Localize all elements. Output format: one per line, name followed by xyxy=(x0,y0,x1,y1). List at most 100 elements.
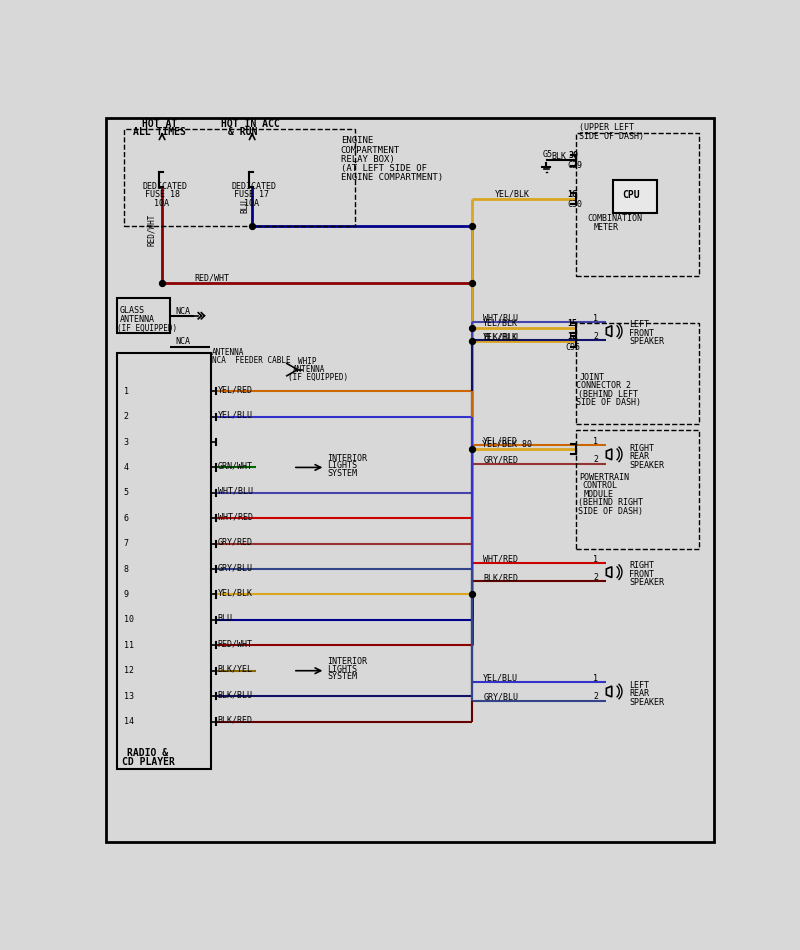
Text: WHT/BLU: WHT/BLU xyxy=(218,486,253,496)
Text: MODULE: MODULE xyxy=(584,490,614,499)
Text: 8: 8 xyxy=(123,564,129,574)
Bar xyxy=(575,323,698,424)
Text: DEDICATED: DEDICATED xyxy=(231,181,276,191)
Text: YEL/BLK: YEL/BLK xyxy=(218,588,253,598)
Text: BLK/BLU: BLK/BLU xyxy=(483,332,518,341)
Text: RIGHT: RIGHT xyxy=(630,561,654,571)
Text: 2: 2 xyxy=(594,455,598,465)
Text: SPEAKER: SPEAKER xyxy=(630,337,665,347)
Text: NCA  FEEDER CABLE: NCA FEEDER CABLE xyxy=(212,356,290,365)
Text: ENGINE: ENGINE xyxy=(341,137,373,145)
Text: 3: 3 xyxy=(123,438,129,446)
Text: FUSE 18: FUSE 18 xyxy=(145,190,180,199)
Text: BLK: BLK xyxy=(551,152,566,161)
Text: 11: 11 xyxy=(123,641,134,650)
Text: REAR: REAR xyxy=(630,452,650,461)
Text: 6: 6 xyxy=(123,514,129,522)
Text: YEL/RED: YEL/RED xyxy=(218,385,253,394)
Text: REAR: REAR xyxy=(630,690,650,698)
Text: CPU: CPU xyxy=(622,190,640,199)
Text: 2: 2 xyxy=(594,332,598,341)
Text: 5: 5 xyxy=(123,488,129,498)
Text: 2: 2 xyxy=(594,573,598,582)
Text: SYSTEM: SYSTEM xyxy=(328,469,358,478)
Text: 12: 12 xyxy=(123,666,134,675)
Text: INTERIOR: INTERIOR xyxy=(328,454,368,463)
Text: RIGHT: RIGHT xyxy=(630,444,654,453)
Text: 4: 4 xyxy=(123,463,129,472)
Text: POWERTRAIN: POWERTRAIN xyxy=(579,473,630,482)
Text: 13: 13 xyxy=(123,692,134,700)
Text: SPEAKER: SPEAKER xyxy=(630,698,665,707)
Text: COMBINATION: COMBINATION xyxy=(587,214,642,223)
Text: RELAY BOX): RELAY BOX) xyxy=(341,155,394,164)
Text: WHIP: WHIP xyxy=(298,357,317,367)
Text: CONTROL: CONTROL xyxy=(582,482,618,490)
Point xyxy=(466,320,478,335)
Text: YEL/BLU: YEL/BLU xyxy=(218,410,253,420)
Bar xyxy=(123,129,354,226)
Text: FRONT: FRONT xyxy=(630,329,654,338)
Text: GRY/RED: GRY/RED xyxy=(483,455,518,465)
Text: 12: 12 xyxy=(567,332,577,341)
Text: 10: 10 xyxy=(123,616,134,624)
Point xyxy=(156,276,169,291)
Text: YEL/BLK: YEL/BLK xyxy=(482,319,518,328)
Text: 2: 2 xyxy=(123,412,129,421)
Text: GRN/WHT: GRN/WHT xyxy=(218,462,253,470)
Text: LIGHTS: LIGHTS xyxy=(328,462,358,470)
Text: 7: 7 xyxy=(123,540,129,548)
Text: COMPARTMENT: COMPARTMENT xyxy=(341,145,400,155)
Point xyxy=(466,276,478,291)
Text: ALL TIMES: ALL TIMES xyxy=(133,127,186,138)
Text: CONNECTOR 2: CONNECTOR 2 xyxy=(576,381,631,390)
Text: LEFT: LEFT xyxy=(630,681,650,690)
Text: ANTENNA: ANTENNA xyxy=(120,315,154,324)
Text: C95: C95 xyxy=(566,343,581,352)
Bar xyxy=(118,298,170,333)
Text: C30: C30 xyxy=(567,200,582,209)
Text: YEL/BLU: YEL/BLU xyxy=(483,674,518,683)
Text: & RUN: & RUN xyxy=(227,127,257,138)
Text: NCA: NCA xyxy=(175,307,190,315)
Point xyxy=(466,333,478,349)
Text: RED/WHT: RED/WHT xyxy=(194,274,230,282)
Text: RADIO &: RADIO & xyxy=(126,748,168,758)
Text: SPEAKER: SPEAKER xyxy=(630,579,665,587)
Text: (IF EQUIPPED): (IF EQUIPPED) xyxy=(288,372,349,382)
Text: 10A: 10A xyxy=(154,199,170,208)
Text: RED/WHT: RED/WHT xyxy=(146,214,156,246)
Text: GLASS: GLASS xyxy=(120,306,145,314)
Text: DEDICATED: DEDICATED xyxy=(142,181,187,191)
Text: (AT LEFT SIDE OF: (AT LEFT SIDE OF xyxy=(341,164,426,173)
Text: INTERIOR: INTERIOR xyxy=(328,657,368,666)
Text: (IF EQUIPPED): (IF EQUIPPED) xyxy=(118,324,178,333)
Text: 9: 9 xyxy=(123,590,129,599)
Text: GRY/BLU: GRY/BLU xyxy=(218,563,253,572)
Text: HOT IN ACC: HOT IN ACC xyxy=(222,119,280,129)
Text: 16: 16 xyxy=(567,190,577,199)
Text: GRY/RED: GRY/RED xyxy=(218,538,253,546)
Text: 1: 1 xyxy=(594,437,598,446)
Bar xyxy=(575,429,698,549)
Text: SIDE OF DASH): SIDE OF DASH) xyxy=(578,506,643,516)
Text: 15: 15 xyxy=(567,319,577,328)
Point xyxy=(466,218,478,234)
Text: WHT/RED: WHT/RED xyxy=(218,512,253,522)
Text: 30: 30 xyxy=(569,151,578,161)
Text: YEL/RED: YEL/RED xyxy=(483,437,518,446)
Text: BLU: BLU xyxy=(218,614,233,623)
Text: SYSTEM: SYSTEM xyxy=(328,673,358,681)
Text: 14: 14 xyxy=(123,717,134,726)
Text: JOINT: JOINT xyxy=(579,372,605,382)
Text: ANTENNA: ANTENNA xyxy=(212,349,245,357)
Text: WHT/RED: WHT/RED xyxy=(483,555,518,563)
Text: YEL/BLK: YEL/BLK xyxy=(482,332,518,341)
Text: 1: 1 xyxy=(594,555,598,563)
Text: ANTENNA: ANTENNA xyxy=(293,365,326,374)
Point xyxy=(466,587,478,602)
Text: LIGHTS: LIGHTS xyxy=(328,665,358,674)
Text: BLK/YEL: BLK/YEL xyxy=(218,665,253,674)
Text: LEFT: LEFT xyxy=(630,320,650,330)
Text: ENGINE COMPARTMENT): ENGINE COMPARTMENT) xyxy=(341,174,443,182)
